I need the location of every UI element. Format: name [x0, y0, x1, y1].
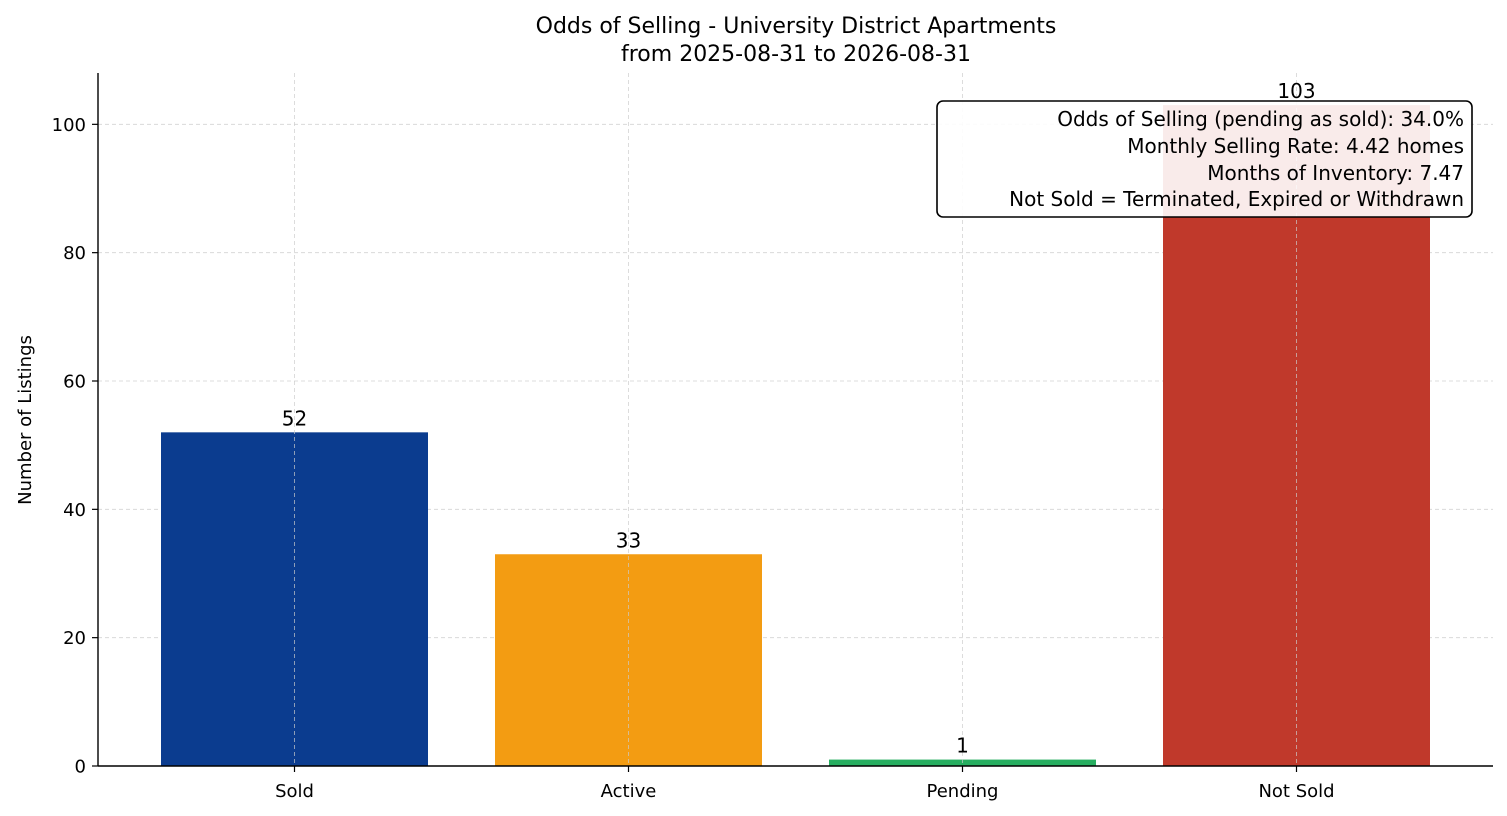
- annotation-line-odds: Odds of Selling (pending as sold): 34.0%: [1057, 107, 1464, 131]
- annotation-line-definition: Not Sold = Terminated, Expired or Withdr…: [1009, 187, 1464, 211]
- chart-title: Odds of Selling - University District Ap…: [536, 14, 1057, 39]
- y-tick-label-20: 20: [63, 628, 86, 649]
- bar-value-label-active: 33: [616, 528, 641, 552]
- axes: 0 20 40 60 80 100 Sold Active Pending Not Sold: [52, 73, 1493, 802]
- annotation-frame: [936, 100, 1473, 218]
- bar-value-label-not-sold: 103: [1277, 79, 1315, 103]
- x-tick-label-active: Active: [601, 781, 657, 802]
- y-axis-label: Number of Listings: [15, 335, 36, 505]
- bar-value-label-pending: 1: [956, 734, 969, 758]
- y-tick-label-80: 80: [63, 243, 86, 264]
- y-tick-label-40: 40: [63, 500, 86, 521]
- y-tick-label-0: 0: [75, 757, 86, 778]
- bar-value-label-sold: 52: [282, 406, 307, 430]
- x-tick-label-not-sold: Not Sold: [1258, 781, 1334, 802]
- x-tick-label-pending: Pending: [927, 781, 999, 802]
- x-tick-label-sold: Sold: [275, 781, 314, 802]
- annotation-line-rate: Monthly Selling Rate: 4.42 homes: [1127, 134, 1464, 158]
- annotation-line-inventory: Months of Inventory: 7.47: [1207, 161, 1464, 185]
- chart-subtitle: from 2025-08-31 to 2026-08-31: [621, 42, 971, 67]
- y-tick-label-100: 100: [52, 115, 86, 136]
- bar-active: [495, 554, 762, 766]
- y-tick-label-60: 60: [63, 372, 86, 393]
- annotation-box: Odds of Selling (pending as sold): 34.0%…: [936, 100, 1473, 218]
